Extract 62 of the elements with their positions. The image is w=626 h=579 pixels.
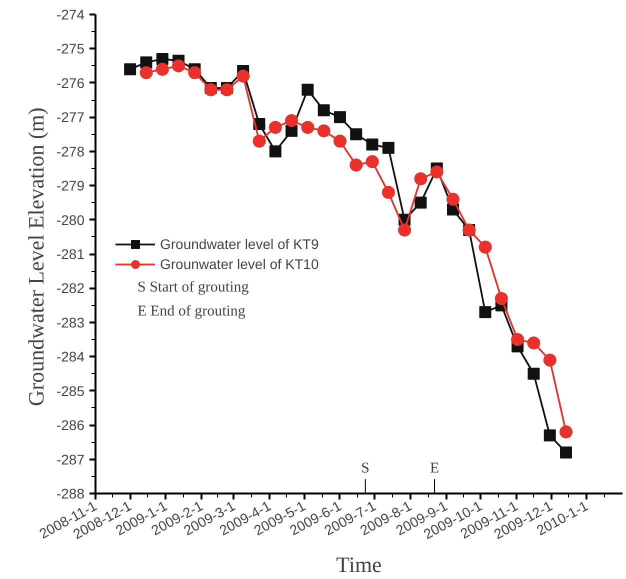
point (511, 333, 524, 346)
point (156, 52, 168, 65)
point (478, 240, 492, 254)
point (446, 192, 460, 206)
point (494, 292, 508, 305)
point (252, 134, 266, 148)
y-tick-label: -277 (56, 109, 85, 126)
y-axis-title: Groundwater Level Elevation (m) (23, 107, 48, 406)
point (528, 368, 540, 380)
y-tick-label: -288 (56, 486, 85, 502)
y-tick-label: -274 (56, 6, 85, 22)
point (398, 224, 412, 237)
point (302, 84, 314, 96)
point (543, 354, 556, 367)
point (285, 114, 298, 128)
point (318, 104, 330, 116)
y-tick-label: -285 (56, 382, 85, 399)
point (479, 306, 492, 318)
point (301, 120, 314, 134)
point (382, 186, 395, 199)
point (172, 59, 186, 72)
y-tick-label: -279 (56, 178, 85, 194)
point (236, 70, 250, 83)
point (156, 62, 169, 76)
point (366, 155, 379, 168)
ref-line-label: E (430, 460, 440, 477)
y-tick-label: -283 (56, 314, 85, 330)
y-tick-label: -281 (56, 246, 85, 262)
ref-line-label: S (361, 460, 370, 477)
point (269, 145, 282, 158)
point (366, 138, 378, 151)
x-axis-title: Time (336, 552, 382, 577)
point (544, 429, 556, 442)
point (559, 425, 572, 438)
y-tick-label: -287 (56, 451, 85, 468)
point (188, 66, 202, 80)
y-tick-label: -282 (56, 280, 85, 296)
point (140, 66, 153, 80)
point (268, 120, 282, 134)
y-tick-label: -286 (56, 417, 85, 434)
point (350, 128, 362, 140)
annotation: S Start of grouting (138, 280, 250, 296)
annotation: E End of grouting (138, 304, 246, 320)
point (286, 124, 298, 137)
point (527, 336, 540, 350)
y-tick-label: -278 (56, 143, 85, 160)
legend-label: Groundwater level of KT9 (160, 236, 319, 252)
legend-label: Grounwater level of KT10 (160, 256, 319, 272)
point (334, 111, 346, 124)
point (124, 63, 136, 76)
point (414, 196, 427, 209)
y-tick-label: -280 (56, 212, 85, 228)
y-tick-label: -284 (56, 348, 85, 365)
point (382, 142, 394, 154)
point (350, 158, 363, 172)
y-tick-label: -275 (56, 40, 85, 57)
point (430, 165, 444, 178)
point (414, 172, 428, 186)
y-tick-label: -276 (56, 74, 85, 91)
point (333, 134, 346, 148)
point (317, 124, 330, 138)
point (560, 446, 572, 458)
